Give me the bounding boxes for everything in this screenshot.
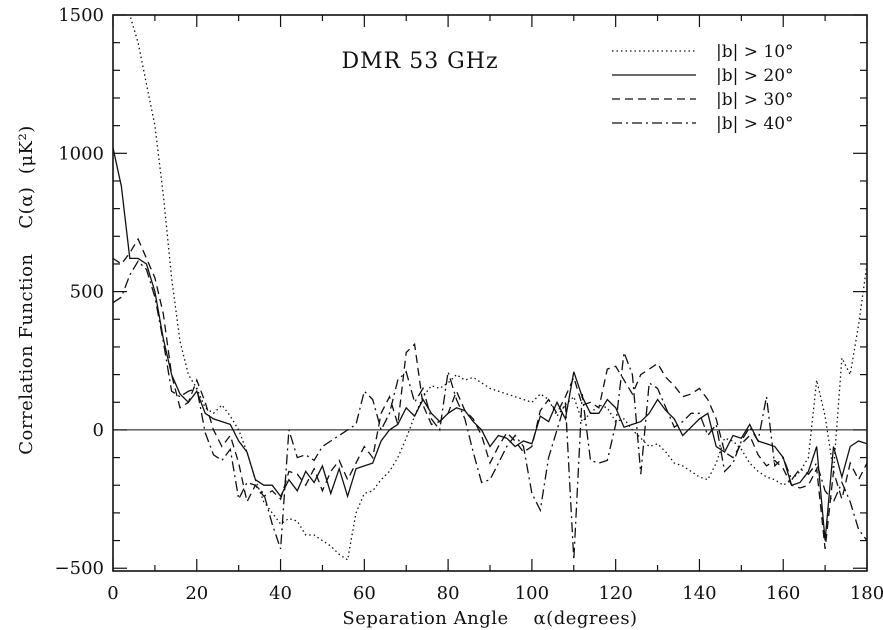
x-tick-label: 20 — [185, 583, 208, 604]
y-tick-label: −500 — [55, 558, 104, 579]
series-group — [113, 15, 867, 561]
x-tick-label: 140 — [682, 583, 716, 604]
x-axis-label: Separation Angle α(degrees) — [342, 608, 637, 629]
x-tick-label: 160 — [766, 583, 800, 604]
axis-ticks — [112, 14, 868, 571]
x-tick-label: 80 — [437, 583, 460, 604]
legend: |b| > 10° |b| > 20° |b| > 30° |b| > 40° — [612, 42, 794, 134]
legend-label-3: |b| > 30° — [716, 90, 794, 110]
legend-label-1: |b| > 10° — [716, 42, 794, 62]
series-line-2 — [113, 147, 867, 541]
x-tick-label: 0 — [107, 583, 118, 604]
series-line-3 — [113, 237, 867, 549]
x-tick-label: 180 — [850, 583, 883, 604]
x-tick-label: 120 — [598, 583, 632, 604]
y-tick-label: 0 — [93, 420, 104, 441]
legend-label-2: |b| > 20° — [716, 66, 794, 86]
y-axis-label: Correlation Function C(α) (μK²) — [16, 125, 37, 455]
x-tick-label: 40 — [269, 583, 292, 604]
legend-label-4: |b| > 40° — [716, 114, 794, 134]
chart-title: DMR 53 GHz — [341, 49, 498, 74]
y-tick-label: 1500 — [58, 5, 104, 26]
x-tick-label: 60 — [353, 583, 376, 604]
y-tick-label: 500 — [70, 282, 104, 303]
x-tick-label: 100 — [515, 583, 549, 604]
series-line-1 — [129, 15, 867, 561]
y-tick-label: 1000 — [58, 143, 104, 164]
